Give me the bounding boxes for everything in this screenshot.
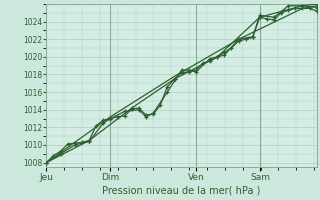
X-axis label: Pression niveau de la mer( hPa ): Pression niveau de la mer( hPa ) [102,186,261,196]
